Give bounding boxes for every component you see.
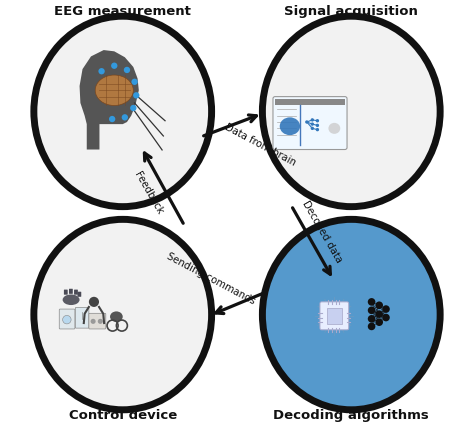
Circle shape	[111, 63, 118, 69]
Circle shape	[131, 79, 138, 85]
Circle shape	[91, 319, 96, 324]
FancyBboxPatch shape	[275, 99, 345, 105]
Circle shape	[316, 124, 319, 127]
Circle shape	[310, 122, 314, 126]
FancyBboxPatch shape	[75, 308, 89, 328]
Text: EEG measurement: EEG measurement	[55, 6, 191, 18]
Ellipse shape	[63, 294, 80, 305]
Circle shape	[316, 128, 319, 131]
PathPatch shape	[80, 50, 139, 150]
Ellipse shape	[95, 75, 133, 106]
Ellipse shape	[263, 219, 440, 410]
FancyBboxPatch shape	[74, 290, 78, 295]
FancyBboxPatch shape	[64, 290, 68, 295]
Circle shape	[109, 116, 115, 122]
FancyBboxPatch shape	[320, 302, 349, 330]
Ellipse shape	[110, 311, 123, 322]
Circle shape	[124, 67, 130, 73]
Ellipse shape	[328, 123, 340, 134]
Circle shape	[133, 92, 139, 98]
Circle shape	[98, 319, 103, 324]
Circle shape	[89, 297, 99, 307]
Circle shape	[305, 120, 309, 124]
Circle shape	[310, 127, 314, 130]
Circle shape	[130, 105, 137, 111]
Circle shape	[382, 305, 390, 313]
Circle shape	[63, 315, 71, 324]
Ellipse shape	[280, 117, 300, 135]
Circle shape	[375, 302, 383, 309]
Circle shape	[382, 314, 390, 321]
Circle shape	[122, 114, 128, 121]
Circle shape	[375, 311, 383, 318]
Ellipse shape	[34, 219, 211, 410]
Circle shape	[310, 118, 314, 121]
Ellipse shape	[34, 16, 211, 207]
FancyBboxPatch shape	[327, 308, 342, 324]
Text: Signal acquisition: Signal acquisition	[284, 6, 418, 18]
Circle shape	[368, 322, 375, 330]
Circle shape	[316, 119, 319, 122]
Circle shape	[375, 318, 383, 326]
Text: Decoding algorithms: Decoding algorithms	[273, 409, 429, 422]
Circle shape	[368, 307, 375, 314]
Circle shape	[99, 68, 105, 75]
FancyBboxPatch shape	[77, 292, 81, 297]
FancyBboxPatch shape	[273, 97, 347, 150]
Ellipse shape	[263, 16, 440, 207]
Text: Feedback: Feedback	[132, 170, 164, 216]
FancyBboxPatch shape	[89, 313, 106, 329]
Text: Control device: Control device	[69, 409, 177, 422]
Circle shape	[368, 298, 375, 306]
Text: Decoded data: Decoded data	[301, 199, 344, 265]
Text: Sending commands: Sending commands	[165, 251, 257, 306]
FancyBboxPatch shape	[69, 289, 73, 294]
Text: Data from brain: Data from brain	[223, 121, 298, 167]
FancyBboxPatch shape	[59, 309, 75, 329]
Circle shape	[368, 315, 375, 322]
